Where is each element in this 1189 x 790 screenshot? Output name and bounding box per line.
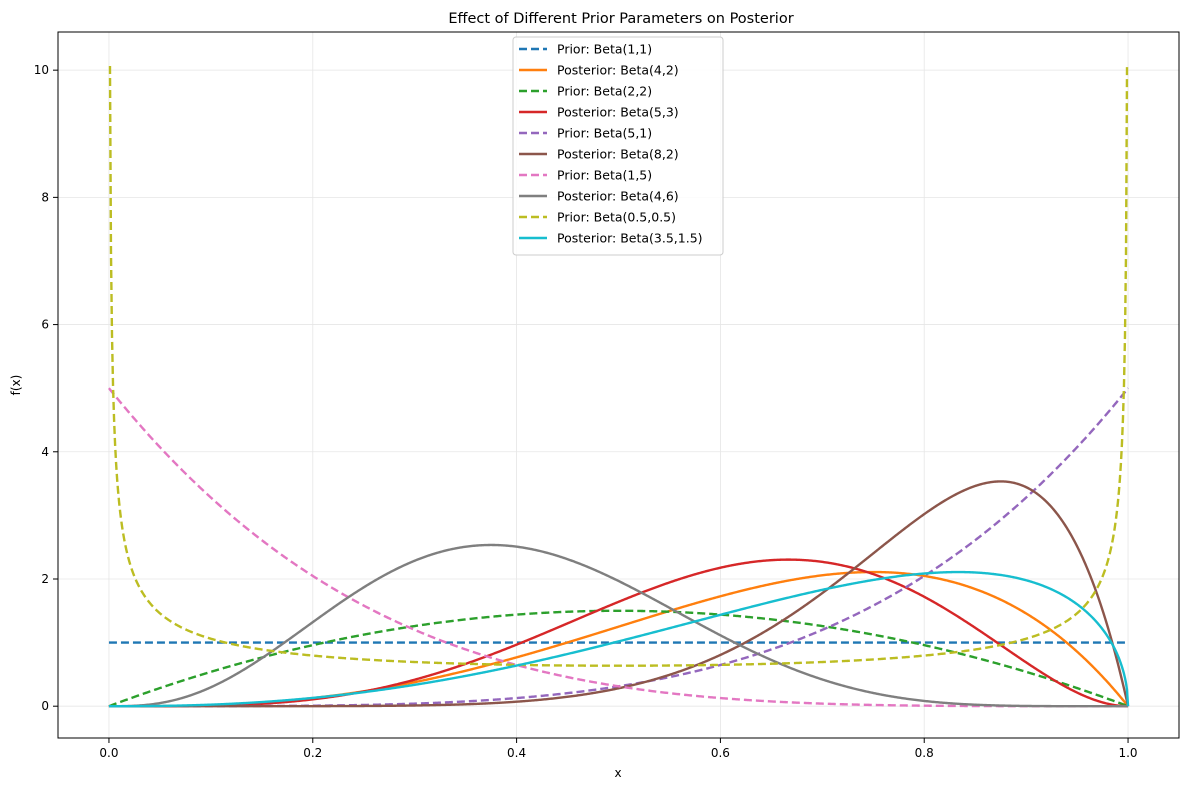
series-line-7	[108, 387, 1129, 708]
series-line-3	[108, 609, 1129, 708]
x-tick-label: 0.4	[507, 746, 526, 760]
chart-title: Effect of Different Prior Parameters on …	[448, 11, 793, 27]
legend: Prior: Beta(1,1) Posterior: Beta(4,2) Prio…	[512, 36, 724, 256]
x-axis: 0.0 0.2 0.4 0.6 0.8 1.0	[99, 738, 1138, 760]
y-tick-label: 8	[41, 190, 49, 204]
y-tick-label: 0	[41, 699, 49, 713]
y-axis-label: f(x)	[9, 375, 23, 396]
y-tick-label: 4	[41, 445, 49, 459]
x-tick-label: 0.8	[915, 746, 934, 760]
series-line-4	[108, 558, 1129, 708]
legend-label: Prior: Beta(2,2)	[557, 84, 652, 99]
legend-label: Posterior: Beta(3.5,1.5)	[557, 231, 703, 246]
legend-label: Posterior: Beta(5,3)	[557, 105, 679, 120]
legend-label: Posterior: Beta(4,6)	[557, 189, 679, 204]
legend-frame	[512, 36, 724, 256]
legend-label: Posterior: Beta(4,2)	[557, 63, 679, 78]
x-tick-label: 0.2	[303, 746, 322, 760]
legend-label: Prior: Beta(1,5)	[557, 168, 652, 183]
y-axis: 0 2 4 6 8 10	[34, 63, 58, 713]
y-tick-label: 2	[41, 572, 49, 586]
series-group	[108, 65, 1130, 708]
series-line-9	[108, 65, 1129, 667]
x-tick-label: 0.0	[99, 746, 118, 760]
x-tick-label: 0.6	[711, 746, 730, 760]
x-axis-label: x	[614, 766, 621, 780]
x-tick-label: 1.0	[1118, 746, 1137, 760]
series-line-8	[108, 543, 1129, 708]
y-tick-label: 10	[34, 63, 49, 77]
series-line-6	[108, 480, 1130, 708]
y-tick-label: 6	[41, 318, 49, 332]
legend-label: Prior: Beta(0.5,0.5)	[557, 210, 676, 225]
legend-label: Posterior: Beta(8,2)	[557, 147, 679, 162]
legend-label: Prior: Beta(5,1)	[557, 126, 652, 141]
plot-frame	[57, 31, 1180, 739]
legend-label: Prior: Beta(1,1)	[557, 42, 652, 57]
series-line-10	[108, 570, 1130, 708]
